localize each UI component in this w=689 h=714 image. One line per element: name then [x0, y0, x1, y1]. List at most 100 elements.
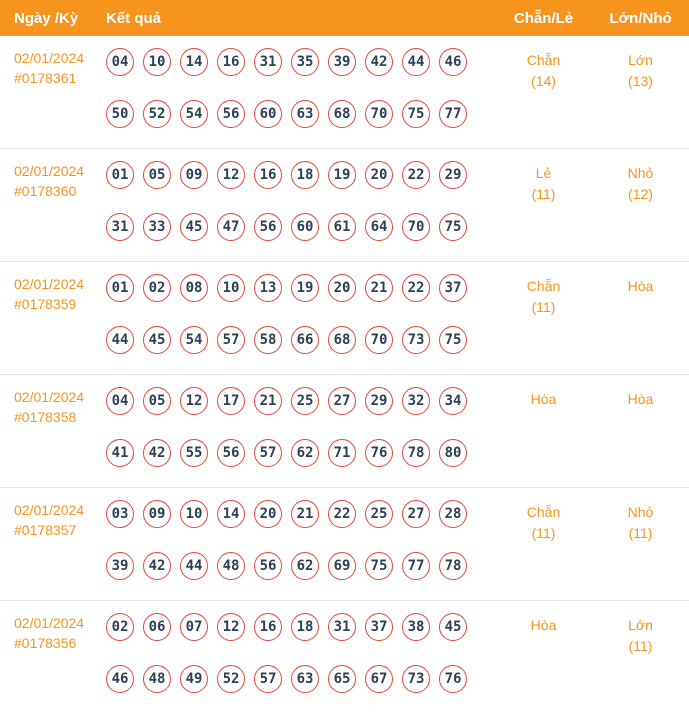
draw-date: 02/01/2024	[14, 389, 85, 405]
result-number: 64	[365, 213, 393, 241]
result-number: 45	[180, 213, 208, 241]
draw-date: 02/01/2024	[14, 502, 85, 518]
result-number: 07	[180, 613, 208, 641]
big-small-count: (11)	[628, 638, 653, 654]
result-number: 01	[106, 274, 134, 302]
result-number: 70	[365, 326, 393, 354]
result-number: 02	[143, 274, 171, 302]
result-number: 12	[180, 387, 208, 415]
result-number: 21	[254, 387, 282, 415]
result-number: 41	[106, 439, 134, 467]
result-number: 60	[254, 100, 282, 128]
result-number: 78	[402, 439, 430, 467]
result-number: 04	[106, 387, 134, 415]
result-number: 42	[143, 439, 171, 467]
result-number: 25	[365, 500, 393, 528]
result-number: 56	[254, 552, 282, 580]
result-number: 27	[402, 500, 430, 528]
result-number: 75	[439, 213, 467, 241]
result-number: 05	[143, 387, 171, 415]
even-odd-count: (11)	[531, 525, 556, 541]
big-small-label: Hòa	[627, 278, 654, 294]
draw-date: 02/01/2024	[14, 163, 85, 179]
result-number: 10	[217, 274, 245, 302]
column-header-big-small: Lớn/Nhỏ	[609, 9, 672, 27]
even-odd-cell: Lẻ (11)	[495, 161, 592, 261]
result-number: 65	[328, 665, 356, 693]
result-number: 48	[217, 552, 245, 580]
result-number: 19	[328, 161, 356, 189]
result-row: 02/01/2024 #0178359 01 02 08 10 13 19 20 21 22 37…	[0, 262, 689, 375]
result-number: 08	[180, 274, 208, 302]
even-odd-label: Chẵn	[526, 504, 561, 520]
result-number: 62	[291, 439, 319, 467]
even-odd-cell: Hòa	[495, 387, 592, 487]
big-small-cell: Hòa	[592, 274, 689, 374]
big-small-cell: Nhỏ (12)	[592, 161, 689, 261]
result-number: 21	[291, 500, 319, 528]
big-small-cell: Nhỏ (11)	[592, 500, 689, 600]
result-number: 60	[291, 213, 319, 241]
result-number: 12	[217, 161, 245, 189]
result-row: 02/01/2024 #0178360 01 05 09 12 16 18 19 20 22 29…	[0, 149, 689, 262]
result-number: 56	[217, 100, 245, 128]
even-odd-label: Hòa	[530, 617, 557, 633]
draw-date: 02/01/2024	[14, 50, 85, 66]
numbers-line-2: 39 42 44 48 56 62 69 75 77 78	[106, 552, 495, 580]
result-number: 31	[106, 213, 134, 241]
numbers-line-2: 46 48 49 52 57 63 65 67 73 76	[106, 665, 495, 693]
result-number: 14	[217, 500, 245, 528]
big-small-label: Lớn	[628, 617, 653, 633]
draw-id: #0178356	[14, 635, 77, 651]
result-number: 63	[291, 665, 319, 693]
result-number: 09	[143, 500, 171, 528]
result-number: 54	[180, 326, 208, 354]
result-number: 54	[180, 100, 208, 128]
result-number: 75	[365, 552, 393, 580]
result-number: 05	[143, 161, 171, 189]
numbers-line-1: 02 06 07 12 16 18 31 37 38 45	[106, 613, 495, 641]
date-cell: 02/01/2024 #0178361	[0, 48, 95, 148]
result-number: 44	[106, 326, 134, 354]
even-odd-count: (14)	[531, 73, 556, 89]
result-row: 02/01/2024 #0178356 02 06 07 12 16 18 31 37 38 45…	[0, 601, 689, 714]
result-number: 22	[402, 161, 430, 189]
result-number: 61	[328, 213, 356, 241]
result-number: 28	[439, 500, 467, 528]
result-number: 46	[106, 665, 134, 693]
big-small-label: Lớn	[628, 52, 653, 68]
result-number: 78	[439, 552, 467, 580]
result-number: 16	[254, 161, 282, 189]
result-number: 58	[254, 326, 282, 354]
even-odd-label: Chẵn	[526, 278, 561, 294]
result-number: 77	[402, 552, 430, 580]
result-row: 02/01/2024 #0178358 04 05 12 17 21 25 27 29 32 34…	[0, 375, 689, 488]
result-number: 10	[180, 500, 208, 528]
result-number: 29	[365, 387, 393, 415]
result-number: 69	[328, 552, 356, 580]
result-number: 57	[254, 665, 282, 693]
result-number: 20	[254, 500, 282, 528]
result-number: 22	[328, 500, 356, 528]
result-number: 31	[328, 613, 356, 641]
draw-date: 02/01/2024	[14, 276, 85, 292]
result-number: 04	[106, 48, 134, 76]
result-number: 57	[254, 439, 282, 467]
result-number: 80	[439, 439, 467, 467]
result-number: 18	[291, 613, 319, 641]
result-number: 06	[143, 613, 171, 641]
date-cell: 02/01/2024 #0178359	[0, 274, 95, 374]
numbers-line-1: 04 05 12 17 21 25 27 29 32 34	[106, 387, 495, 415]
result-number: 73	[402, 326, 430, 354]
column-header-result: Kết quả	[106, 9, 162, 27]
result-number: 68	[328, 100, 356, 128]
result-number: 16	[254, 613, 282, 641]
draw-id: #0178358	[14, 409, 77, 425]
even-odd-label: Hòa	[530, 391, 557, 407]
result-number: 03	[106, 500, 134, 528]
result-number: 27	[328, 387, 356, 415]
column-header-even-odd: Chẵn/Lẻ	[513, 9, 574, 27]
result-number: 75	[439, 326, 467, 354]
result-number: 50	[106, 100, 134, 128]
result-number: 55	[180, 439, 208, 467]
